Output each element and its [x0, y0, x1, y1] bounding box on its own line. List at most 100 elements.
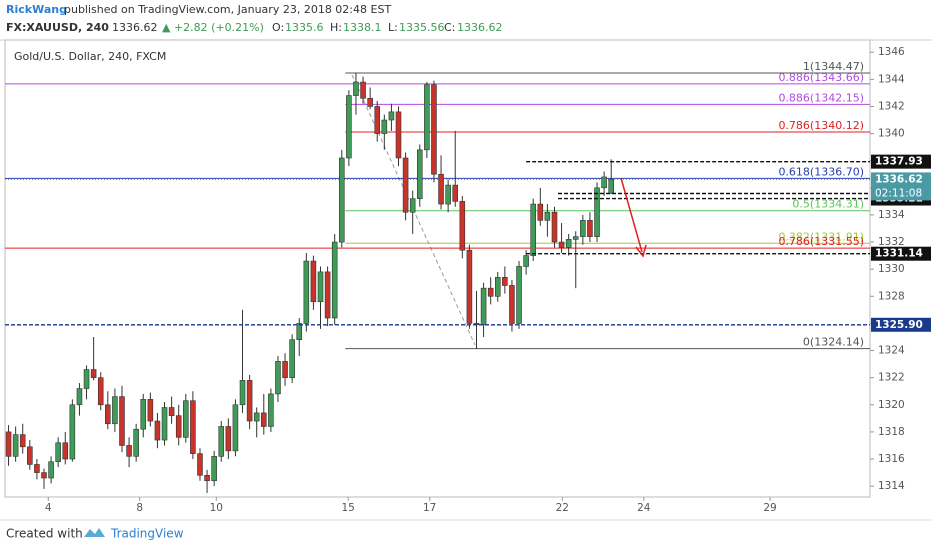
candle-body [580, 220, 586, 237]
candle-body [119, 396, 125, 446]
candle-body [34, 464, 40, 473]
brand[interactable]: TradingView [110, 527, 184, 541]
candle-body [218, 426, 225, 457]
candle-body [324, 271, 331, 319]
candle-body [112, 396, 118, 425]
y-tick-label: 1328 [878, 290, 905, 302]
candle-body [367, 98, 373, 107]
candle-body [544, 211, 551, 221]
level-label: 0.786(1340.12) [778, 119, 864, 132]
x-tick-label: 10 [210, 502, 223, 514]
o-value: 1335.6 [285, 21, 324, 34]
candle-body [282, 361, 288, 378]
c-value: 1336.62 [457, 21, 503, 34]
candle-body [41, 472, 47, 479]
candle-body [197, 453, 203, 476]
candle-body [161, 407, 168, 441]
l-value: 1335.56 [399, 21, 445, 34]
candle-body [466, 249, 473, 324]
marker-badge [871, 317, 931, 332]
level-label: 0.5(1334.31) [792, 198, 864, 211]
candle-body [339, 157, 345, 243]
o-label: O: [272, 21, 284, 34]
candle-body [360, 81, 366, 99]
y-tick-label: 1324 [878, 345, 905, 357]
candle-body [261, 412, 267, 427]
x-tick-label: 17 [423, 502, 436, 514]
level-label: 0.886(1342.15) [778, 91, 864, 104]
candle-body [452, 184, 459, 202]
candle-body [516, 266, 522, 324]
candle-body [175, 415, 182, 438]
candle-body [140, 399, 147, 430]
price-label: 1336.62 [875, 173, 923, 185]
arrow [620, 177, 643, 253]
created-with: Created with [6, 527, 83, 541]
marker-label: 1331.14 [875, 248, 923, 260]
candle-body [346, 95, 352, 159]
candle-body [190, 400, 196, 454]
candle-body [509, 285, 515, 324]
candle-body [424, 84, 430, 151]
y-tick-label: 1316 [878, 453, 905, 465]
candle-body [388, 111, 395, 121]
x-tick-label: 22 [556, 502, 569, 514]
candle-body [310, 260, 317, 303]
candle-body [608, 179, 614, 194]
candle-body [105, 404, 111, 425]
x-tick-label: 15 [341, 502, 354, 514]
candle-body [154, 420, 161, 441]
y-tick-label: 1334 [878, 209, 905, 221]
candle-body [353, 81, 359, 96]
marker-badge [871, 246, 931, 261]
candle-body [487, 287, 494, 297]
candle-body [409, 198, 416, 213]
level-label: 0.786(1331.55) [778, 235, 864, 248]
symbol: FX:XAUUSD, 240 [6, 21, 109, 34]
candle-body [239, 380, 246, 406]
candle-body [381, 119, 388, 134]
candle-body [90, 369, 97, 378]
marker-label: 1325.90 [875, 319, 923, 331]
candle-body [530, 203, 536, 256]
x-tick-label: 4 [45, 502, 52, 514]
arrow-head [635, 244, 647, 258]
x-tick-label: 29 [763, 502, 776, 514]
h-value: 1338.1 [343, 21, 382, 34]
candle-body [402, 157, 409, 213]
marks: 1314131613181320132213241326132813301332… [5, 46, 931, 514]
candle-body [83, 369, 90, 389]
candle-body [494, 277, 501, 297]
change: ▲ +2.82 (+0.21%) [162, 21, 264, 34]
candle-body [12, 434, 19, 457]
candle-body [225, 426, 232, 452]
level-label: 0(1324.14) [803, 336, 864, 349]
candle-body [587, 220, 593, 237]
candle-body [55, 442, 61, 463]
y-tick-label: 1346 [878, 46, 905, 58]
x-tick-label: 8 [136, 502, 143, 514]
candle-body [331, 241, 338, 319]
candle-body [126, 445, 132, 457]
candle-body [232, 404, 239, 452]
candle-body [204, 475, 210, 482]
y-tick-label: 1320 [878, 399, 905, 411]
x-tick-label: 24 [637, 502, 651, 514]
published: published on TradingView.com, January 23… [64, 3, 391, 16]
candle-body [48, 461, 54, 479]
y-tick-label: 1332 [878, 236, 905, 248]
candle-body [303, 260, 310, 324]
logo [84, 528, 105, 537]
candle-body [268, 393, 274, 427]
candle-body [211, 456, 217, 482]
y-tick-label: 1342 [878, 100, 905, 112]
candle-body [27, 446, 33, 465]
c-label: C: [444, 21, 455, 34]
candle-body [395, 111, 402, 159]
level-label: 0.886(1343.66) [778, 71, 864, 84]
candle-body [69, 404, 76, 460]
author[interactable]: RickWang [6, 3, 67, 16]
price-badge [871, 172, 931, 201]
